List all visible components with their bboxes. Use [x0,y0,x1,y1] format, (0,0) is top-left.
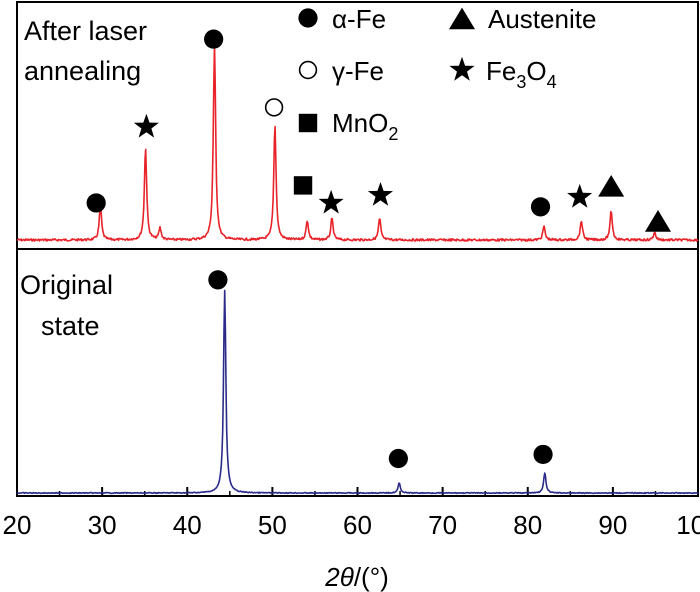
filled-circle-marker [388,448,408,469]
x-tick-label: 80 [513,510,542,540]
x-tick-label: 90 [598,510,627,540]
filled-circle-marker [204,29,224,49]
star-marker-legend [449,56,475,81]
square-marker-legend [298,113,318,133]
x-tick-label: 70 [428,510,457,540]
star-marker [133,113,159,138]
x-axis-label: 2θ/(°) [324,562,389,592]
series-line-bottom [16,289,699,495]
x-axis-label-unit: /(°) [354,562,389,592]
x-tick-label: 50 [258,510,287,540]
legend-label: γ-Fe [332,56,384,86]
filled-circle-marker [533,444,553,465]
series-layer [16,43,699,495]
legend-label: MnO2 [332,108,398,144]
filled-circle-marker [208,270,228,290]
star-marker [367,182,393,206]
panel-title-top-line-1: After laser [24,16,147,46]
x-tick-label: 20 [3,510,32,540]
triangle-marker [598,174,625,197]
x-tick-label: 60 [343,510,372,540]
x-axis-ticks: 20 30 40 50 60 70 80 90 100 [3,487,700,540]
peak-markers [86,29,672,469]
x-tick-label: 40 [173,510,202,540]
legend: α-Fe γ-Fe MnO2 Austenite Fe3O4 [298,4,596,144]
panel-title-bottom-line-1: Original [20,270,113,300]
triangle-marker-legend [448,7,476,30]
square-marker [293,176,313,195]
filled-circle-marker [86,193,106,213]
legend-label: α-Fe [332,4,386,34]
panel-title-top-line-2: annealing [24,56,141,86]
filled-circle-marker [530,197,551,217]
triangle-marker [644,210,672,232]
legend-label: Austenite [488,4,596,34]
filled-circle-marker-legend [298,8,318,28]
legend-label: Fe3O4 [486,56,557,92]
panel-title-bottom-line-2: state [41,311,100,341]
star-marker [318,189,344,214]
x-axis-label-symbol: 2θ [324,562,354,592]
series-line-top [16,43,699,242]
x-tick-label: 100 [676,510,700,540]
open-circle-marker-legend [298,60,318,80]
open-circle-marker [264,98,284,117]
x-tick-label: 30 [88,510,117,540]
star-marker [567,183,593,208]
